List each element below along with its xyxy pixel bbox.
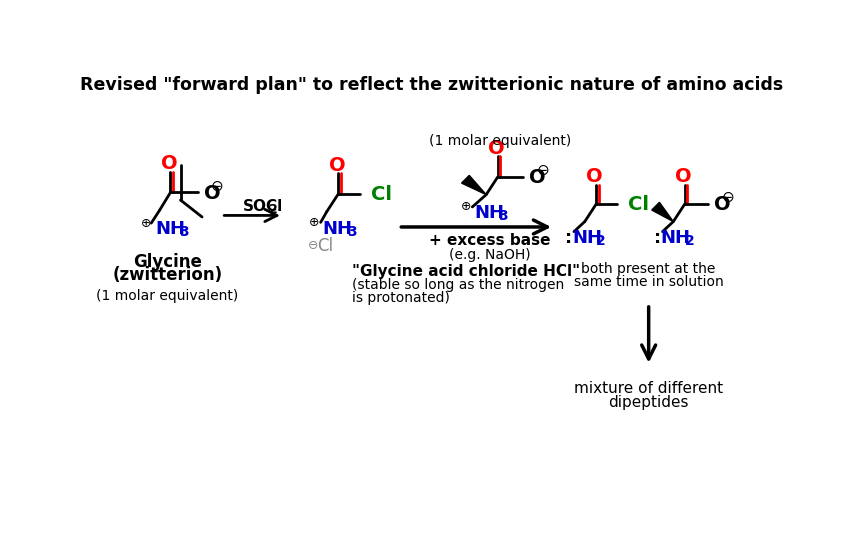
Text: (e.g. NaOH): (e.g. NaOH) [450, 248, 530, 262]
Text: 3: 3 [347, 225, 356, 239]
Text: both present at the: both present at the [582, 262, 716, 276]
Text: Cl: Cl [370, 185, 392, 204]
Text: O: O [675, 168, 691, 187]
Text: ⊕: ⊕ [461, 200, 472, 213]
Text: (zwitterion): (zwitterion) [112, 265, 222, 284]
Text: O: O [488, 139, 504, 158]
Text: 2: 2 [685, 234, 695, 248]
Text: NH: NH [322, 220, 353, 238]
Text: O: O [205, 184, 221, 202]
Text: Revised "forward plan" to reflect the zwitterionic nature of amino acids: Revised "forward plan" to reflect the zw… [80, 76, 783, 94]
Text: (1 molar equivalent): (1 molar equivalent) [429, 134, 571, 148]
Text: 2: 2 [269, 203, 278, 216]
Text: NH: NH [474, 204, 504, 222]
Text: 2: 2 [596, 234, 605, 248]
Text: NH: NH [572, 229, 602, 247]
Text: ⊖: ⊖ [537, 163, 550, 178]
Text: O: O [586, 168, 603, 187]
Text: + excess base: + excess base [429, 233, 551, 249]
Text: O: O [161, 154, 178, 174]
Text: Cl: Cl [628, 195, 649, 214]
Text: NH: NH [661, 229, 690, 247]
Text: is protonated): is protonated) [352, 291, 450, 305]
Polygon shape [461, 175, 486, 195]
Text: 3: 3 [498, 209, 508, 223]
Text: same time in solution: same time in solution [573, 275, 723, 289]
Text: mixture of different: mixture of different [574, 381, 723, 396]
Text: SOCl: SOCl [242, 199, 283, 214]
Text: ⊕: ⊕ [141, 217, 151, 230]
Text: "Glycine acid chloride HCl": "Glycine acid chloride HCl" [352, 264, 580, 279]
Text: ⊕: ⊕ [309, 216, 320, 229]
Text: ⊖: ⊖ [307, 239, 318, 252]
Text: O: O [530, 168, 546, 187]
Text: Cl: Cl [317, 237, 333, 255]
Text: dipeptides: dipeptides [609, 395, 689, 410]
Text: O: O [714, 195, 731, 214]
Text: ⊖: ⊖ [722, 190, 734, 205]
Polygon shape [652, 202, 674, 221]
Text: (stable so long as the nitrogen: (stable so long as the nitrogen [352, 279, 564, 293]
Text: O: O [328, 156, 345, 175]
Text: (1 molar equivalent): (1 molar equivalent) [96, 289, 238, 304]
Text: ⊖: ⊖ [211, 178, 224, 194]
Text: 3: 3 [179, 225, 189, 239]
Text: NH: NH [156, 220, 185, 238]
Text: Glycine: Glycine [133, 252, 202, 270]
Text: :: : [653, 229, 661, 247]
Text: :: : [565, 229, 573, 247]
